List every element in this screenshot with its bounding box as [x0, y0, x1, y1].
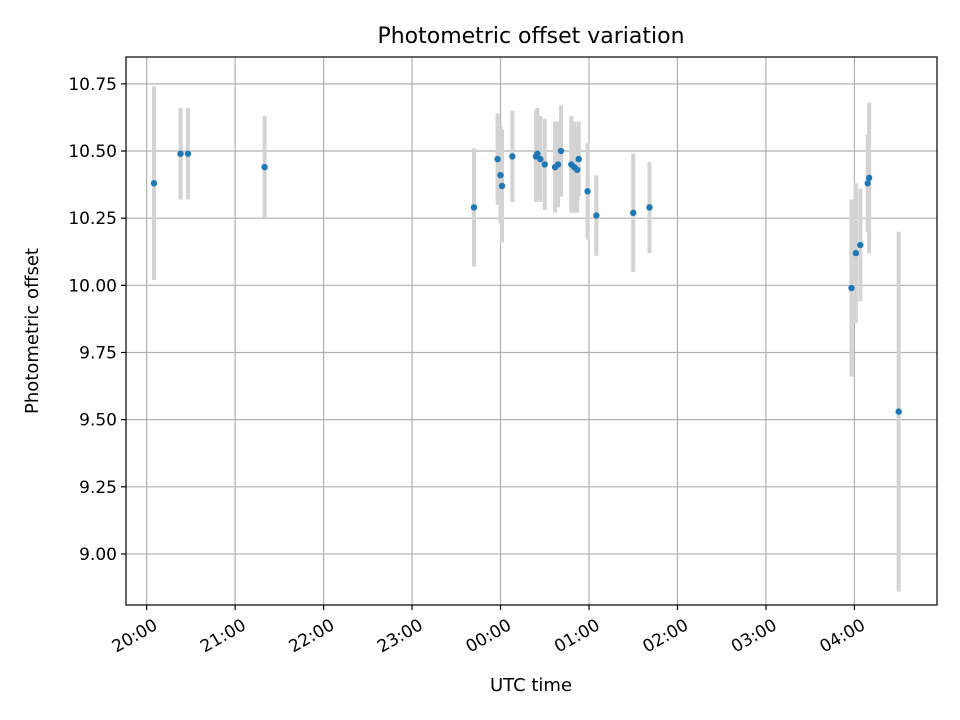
data-point [184, 150, 192, 157]
data-point [177, 150, 184, 157]
data-point [593, 212, 600, 219]
data-point [848, 284, 855, 292]
data-point [584, 188, 591, 195]
y-tick-label: 9.50 [79, 411, 117, 431]
data-point [646, 204, 653, 211]
data-point [498, 182, 506, 190]
data-point [494, 155, 501, 163]
y-tick-label: 10.00 [68, 276, 117, 296]
data-point [574, 166, 581, 174]
data-points [150, 147, 902, 415]
data-point [852, 249, 860, 257]
y-axis-label: Photometric offset [22, 248, 43, 414]
data-point [895, 408, 902, 415]
plot-frame [125, 56, 938, 606]
data-point [865, 174, 873, 182]
data-point [630, 209, 637, 217]
y-tick-label: 9.00 [79, 545, 117, 565]
data-point [864, 180, 871, 187]
data-point [857, 241, 864, 249]
chart-title: Photometric offset variation [377, 24, 684, 49]
y-tick-label: 9.25 [79, 478, 117, 498]
y-tick-label: 10.50 [68, 142, 117, 162]
data-point [537, 155, 544, 163]
y-tick-label: 9.75 [79, 343, 117, 363]
y-tick-label: 10.25 [68, 209, 117, 229]
y-axis: 9.00 9.25 9.50 9.75 10.00 10.25 10.50 10.75 [68, 75, 126, 565]
y-tick-label: 10.75 [68, 75, 117, 95]
data-point [554, 161, 562, 168]
data-point [470, 204, 478, 211]
data-point [575, 155, 582, 163]
data-point [541, 161, 548, 168]
x-axis-label: UTC time [490, 675, 572, 696]
data-point [534, 150, 541, 157]
data-point [497, 171, 504, 179]
data-point [261, 163, 268, 171]
data-point [509, 153, 516, 160]
data-point [150, 180, 158, 187]
data-point [557, 147, 565, 155]
